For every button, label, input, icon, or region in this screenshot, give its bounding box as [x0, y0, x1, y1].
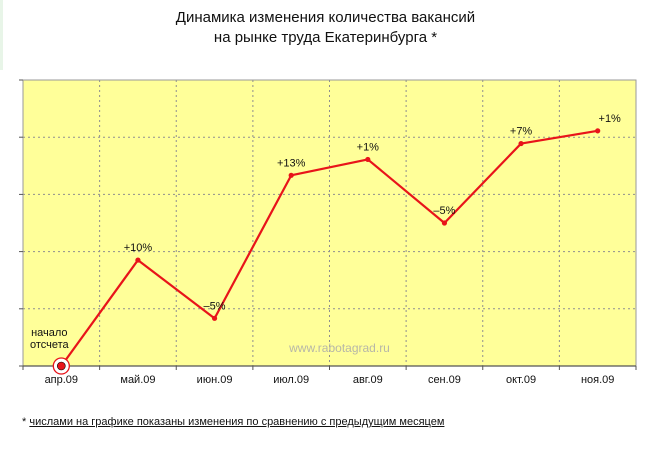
footnote-text: числами на графике показаны изменения по…: [29, 416, 445, 428]
x-tick-label: авг.09: [353, 374, 383, 386]
data-label: +1%: [599, 113, 622, 125]
left-edge-strip: [0, 0, 3, 70]
data-point: [518, 140, 524, 147]
plot-area: [22, 79, 637, 367]
x-tick-label: июн.09: [197, 374, 233, 386]
chart-title-line-1: Динамика изменения количества вакансий: [175, 9, 476, 26]
data-point: [365, 156, 371, 163]
footnote-marker: *: [22, 416, 27, 428]
x-tick-label: июл.09: [273, 374, 309, 386]
start-annotation-line: отсчета: [30, 339, 70, 351]
data-point: [211, 315, 218, 321]
data-point: [288, 172, 294, 178]
x-tick-label: сен.09: [428, 374, 461, 386]
start-annotation-line: начало: [31, 327, 67, 339]
footnote: * числами на графике показаны изменения …: [22, 416, 444, 428]
data-label: +7%: [510, 126, 533, 138]
data-point: [135, 257, 141, 263]
x-tick-label: ноя.09: [581, 374, 614, 386]
data-label: +1%: [357, 141, 380, 153]
data-label: –5%: [433, 205, 455, 217]
data-point: [441, 220, 448, 226]
data-label: +13%: [277, 157, 306, 169]
chart-title: Динамика изменения количества вакансий н…: [0, 8, 651, 48]
data-point: [57, 361, 66, 371]
x-tick-label: апр.09: [45, 374, 78, 386]
data-label: +10%: [124, 242, 153, 254]
chart-title-line-2: на рынке труда Екатеринбурга *: [213, 29, 438, 46]
watermark: www.rabotagrad.ru: [288, 341, 390, 355]
x-tick-label: окт.09: [506, 374, 536, 386]
data-point: [595, 128, 601, 134]
data-label: –5%: [204, 300, 226, 312]
x-tick-label: май.09: [120, 374, 155, 386]
series-line: [60, 129, 598, 367]
